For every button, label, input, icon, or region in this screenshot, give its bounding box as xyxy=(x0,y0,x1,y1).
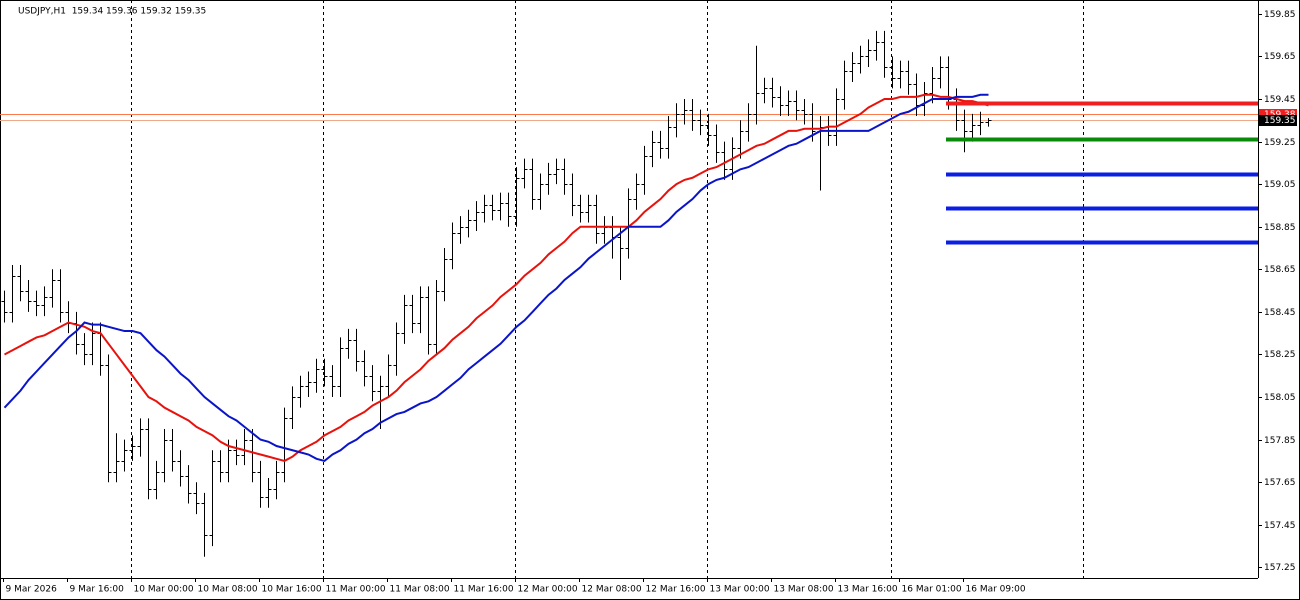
x-tick-label: 13 Mar 08:00 xyxy=(774,585,834,595)
x-tick-label: 12 Mar 16:00 xyxy=(646,585,706,595)
y-tick-label: 159.05 xyxy=(1264,180,1296,190)
x-tick-label: 10 Mar 00:00 xyxy=(134,585,194,595)
y-tick-label: 159.85 xyxy=(1264,10,1296,20)
x-tick-label: 9 Mar 16:00 xyxy=(70,585,125,595)
price-tag xyxy=(1259,115,1297,126)
x-tick-label: 9 Mar 2026 xyxy=(6,585,58,595)
bars xyxy=(1,30,992,557)
y-tick-label: 158.05 xyxy=(1264,393,1296,403)
y-tick-label: 159.45 xyxy=(1264,95,1296,105)
x-tick-label: 10 Mar 08:00 xyxy=(198,585,258,595)
y-tick-label: 157.65 xyxy=(1264,478,1296,488)
x-tick-label: 13 Mar 00:00 xyxy=(710,585,770,595)
chart-title: USDJPY,H1 159.34 159.36 159.32 159.35 xyxy=(18,7,206,17)
x-tick-label: 10 Mar 16:00 xyxy=(262,585,322,595)
x-tick-label: 11 Mar 16:00 xyxy=(454,585,514,595)
ma-line xyxy=(4,93,989,462)
x-tick-label: 16 Mar 09:00 xyxy=(966,585,1026,595)
y-tick-label: 158.65 xyxy=(1264,265,1296,275)
y-tick-label: 158.85 xyxy=(1264,223,1296,233)
y-tick-label: 158.25 xyxy=(1264,350,1296,360)
y-tick-label: 157.85 xyxy=(1264,436,1296,446)
y-tick-label: 158.45 xyxy=(1264,308,1296,318)
price-tag-label: 159.35 xyxy=(1264,116,1296,126)
y-tick-label: 157.45 xyxy=(1264,521,1296,531)
ma-line xyxy=(3,93,989,463)
x-tick-label: 11 Mar 08:00 xyxy=(390,585,450,595)
x-tick-label: 16 Mar 01:00 xyxy=(902,585,962,595)
x-tick-label: 12 Mar 00:00 xyxy=(518,585,578,595)
y-tick-label: 157.25 xyxy=(1264,563,1296,573)
y-tick-label: 159.65 xyxy=(1264,52,1296,62)
y-tick-label: 159.25 xyxy=(1264,138,1296,148)
period-separators xyxy=(131,0,1084,578)
price-tag xyxy=(1259,109,1297,120)
x-tick-label: 11 Mar 00:00 xyxy=(326,585,386,595)
x-tick-label: 13 Mar 16:00 xyxy=(838,585,898,595)
x-tick-label: 12 Mar 08:00 xyxy=(582,585,642,595)
